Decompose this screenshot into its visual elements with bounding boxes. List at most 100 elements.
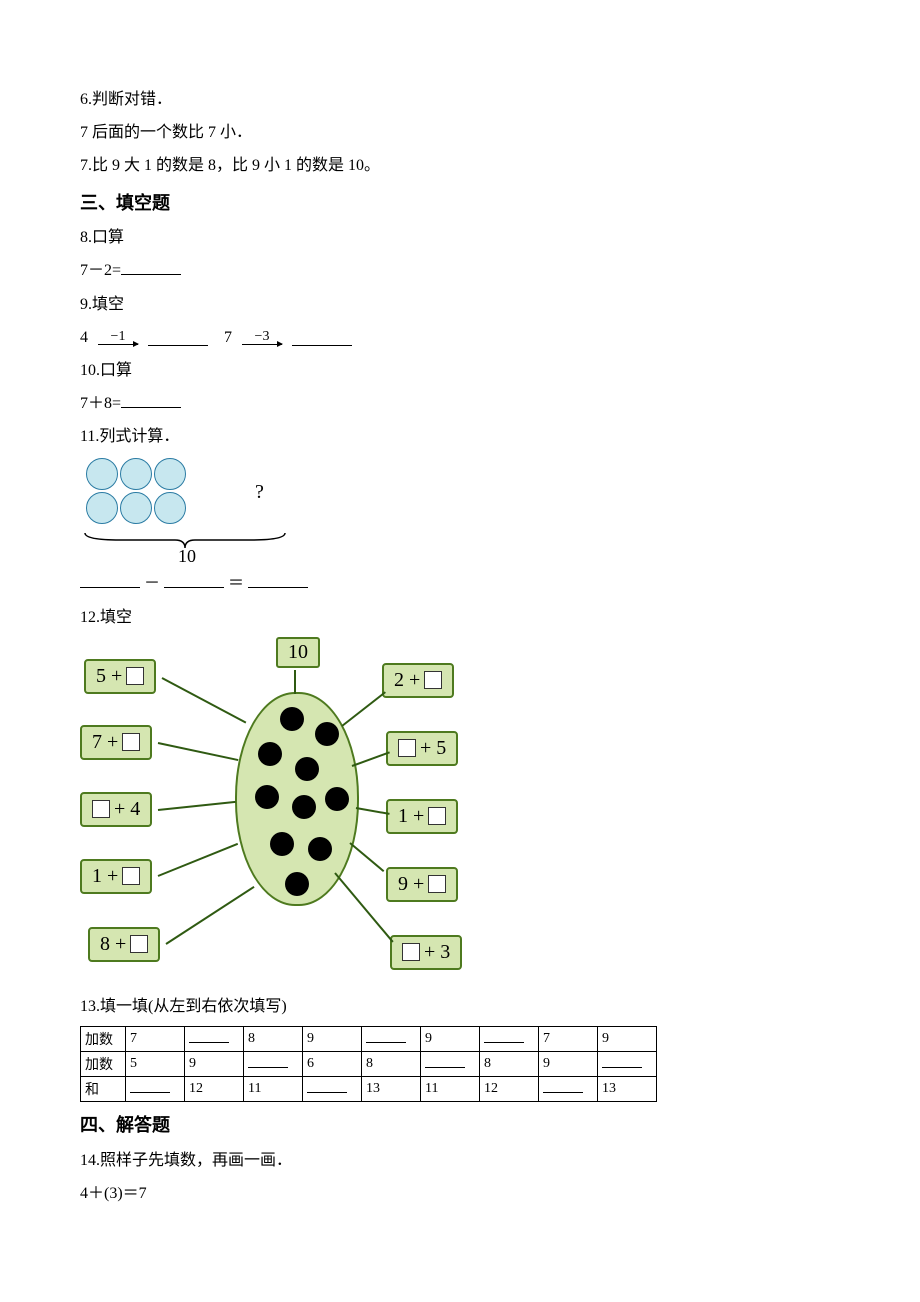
row-label: 和 <box>81 1077 126 1102</box>
q9-blank2[interactable] <box>292 329 352 346</box>
connector-line <box>162 677 247 723</box>
dot-icon <box>325 787 349 811</box>
circle-icon <box>154 458 186 490</box>
dot-icon <box>292 795 316 819</box>
table-cell <box>539 1077 598 1102</box>
box-placeholder-icon[interactable] <box>424 671 442 689</box>
q11-blank1[interactable] <box>80 571 140 588</box>
q10-line1: 10.口算 <box>80 357 840 384</box>
connector-line <box>158 801 236 811</box>
q13-table: 加数789979加数596889和121113111213 <box>80 1026 657 1102</box>
table-row: 加数789979 <box>81 1027 657 1052</box>
q8-line1: 8.口算 <box>80 224 840 251</box>
connector-line <box>294 670 296 694</box>
q11-blank3[interactable] <box>248 571 308 588</box>
q14-num: 14. <box>80 1152 100 1169</box>
q11-line1: 11.列式计算． <box>80 423 840 450</box>
table-cell: 6 <box>303 1052 362 1077</box>
q11-qmark: ? <box>255 481 264 504</box>
q9-blank1[interactable] <box>148 329 208 346</box>
section3-title: 三、填空题 <box>80 188 840 219</box>
dot-icon <box>315 722 339 746</box>
table-cell: 7 <box>126 1027 185 1052</box>
row-label: 加数 <box>81 1052 126 1077</box>
q12-right-box: 1 + <box>386 799 458 834</box>
q13-title: 填一填(从左到右依次填写) <box>100 998 287 1015</box>
table-cell: 7 <box>539 1027 598 1052</box>
q9-mid: 7 <box>224 324 232 351</box>
table-row: 和121113111213 <box>81 1077 657 1102</box>
q12-figure: 10 5 + 7 + + 4 1 + 8 + 2 + + 5 1 + 9 + +… <box>80 637 480 987</box>
cell-blank[interactable] <box>307 1080 347 1093</box>
box-placeholder-icon[interactable] <box>398 739 416 757</box>
circle-icon <box>120 492 152 524</box>
cell-blank[interactable] <box>248 1055 288 1068</box>
q8-blank[interactable] <box>121 258 181 275</box>
cell-blank[interactable] <box>484 1030 524 1043</box>
table-cell: 11 <box>421 1077 480 1102</box>
box-placeholder-icon[interactable] <box>122 867 140 885</box>
table-cell: 9 <box>303 1027 362 1052</box>
q12-num: 12. <box>80 609 100 626</box>
section4-title: 四、解答题 <box>80 1110 840 1141</box>
box-placeholder-icon[interactable] <box>402 943 420 961</box>
q10-title: 口算 <box>100 362 132 379</box>
circle-icon <box>86 458 118 490</box>
table-cell: 11 <box>244 1077 303 1102</box>
q11-num: 11. <box>80 428 99 445</box>
cell-blank[interactable] <box>543 1080 583 1093</box>
q9-op2: −3 <box>242 330 282 344</box>
q11-total: 10 <box>178 546 196 567</box>
q13-line1: 13.填一填(从左到右依次填写) <box>80 993 840 1020</box>
table-cell <box>244 1052 303 1077</box>
q12-right-box: 9 + <box>386 867 458 902</box>
cell-blank[interactable] <box>130 1080 170 1093</box>
q9-expr: 4 −1 7 −3 <box>80 324 840 351</box>
q8-title: 口算 <box>92 229 124 246</box>
connector-line <box>158 843 238 877</box>
box-placeholder-icon[interactable] <box>428 807 446 825</box>
table-cell: 9 <box>598 1027 657 1052</box>
table-cell <box>185 1027 244 1052</box>
box-placeholder-icon[interactable] <box>92 800 110 818</box>
q12-left-box: + 4 <box>80 792 152 827</box>
q11-blank2[interactable] <box>164 571 224 588</box>
q8-num: 8. <box>80 229 92 246</box>
table-cell: 12 <box>185 1077 244 1102</box>
dot-icon <box>280 707 304 731</box>
table-cell <box>480 1027 539 1052</box>
q12-top: 10 <box>276 637 320 668</box>
box-placeholder-icon[interactable] <box>126 667 144 685</box>
table-row: 加数596889 <box>81 1052 657 1077</box>
q10-num: 10. <box>80 362 100 379</box>
q12-title: 填空 <box>100 609 132 626</box>
table-cell: 9 <box>421 1027 480 1052</box>
q10-blank[interactable] <box>121 391 181 408</box>
circle-icon <box>120 458 152 490</box>
cell-blank[interactable] <box>189 1030 229 1043</box>
arrow-line-icon <box>98 344 138 345</box>
dot-icon <box>308 837 332 861</box>
q14-example: 4＋(3)＝7 <box>80 1180 840 1207</box>
q11-equation: － ＝ <box>80 570 840 597</box>
box-placeholder-icon[interactable] <box>130 935 148 953</box>
box-placeholder-icon[interactable] <box>428 875 446 893</box>
q10-expr-line: 7＋8= <box>80 390 840 417</box>
connector-line <box>349 842 384 872</box>
cell-blank[interactable] <box>366 1030 406 1043</box>
q14-line1: 14.照样子先填数，再画一画． <box>80 1147 840 1174</box>
q14-title: 照样子先填数，再画一画． <box>100 1152 292 1169</box>
connector-line <box>341 691 386 726</box>
cell-blank[interactable] <box>425 1055 465 1068</box>
q12-left-box: 8 + <box>88 927 160 962</box>
table-cell: 9 <box>185 1052 244 1077</box>
q11-equals: ＝ <box>228 575 244 592</box>
table-cell <box>303 1077 362 1102</box>
cell-blank[interactable] <box>602 1055 642 1068</box>
dot-icon <box>255 785 279 809</box>
dot-icon <box>258 742 282 766</box>
q9-left: 4 <box>80 324 88 351</box>
q6-num: 6. <box>80 91 92 108</box>
box-placeholder-icon[interactable] <box>122 733 140 751</box>
q12-line1: 12.填空 <box>80 604 840 631</box>
